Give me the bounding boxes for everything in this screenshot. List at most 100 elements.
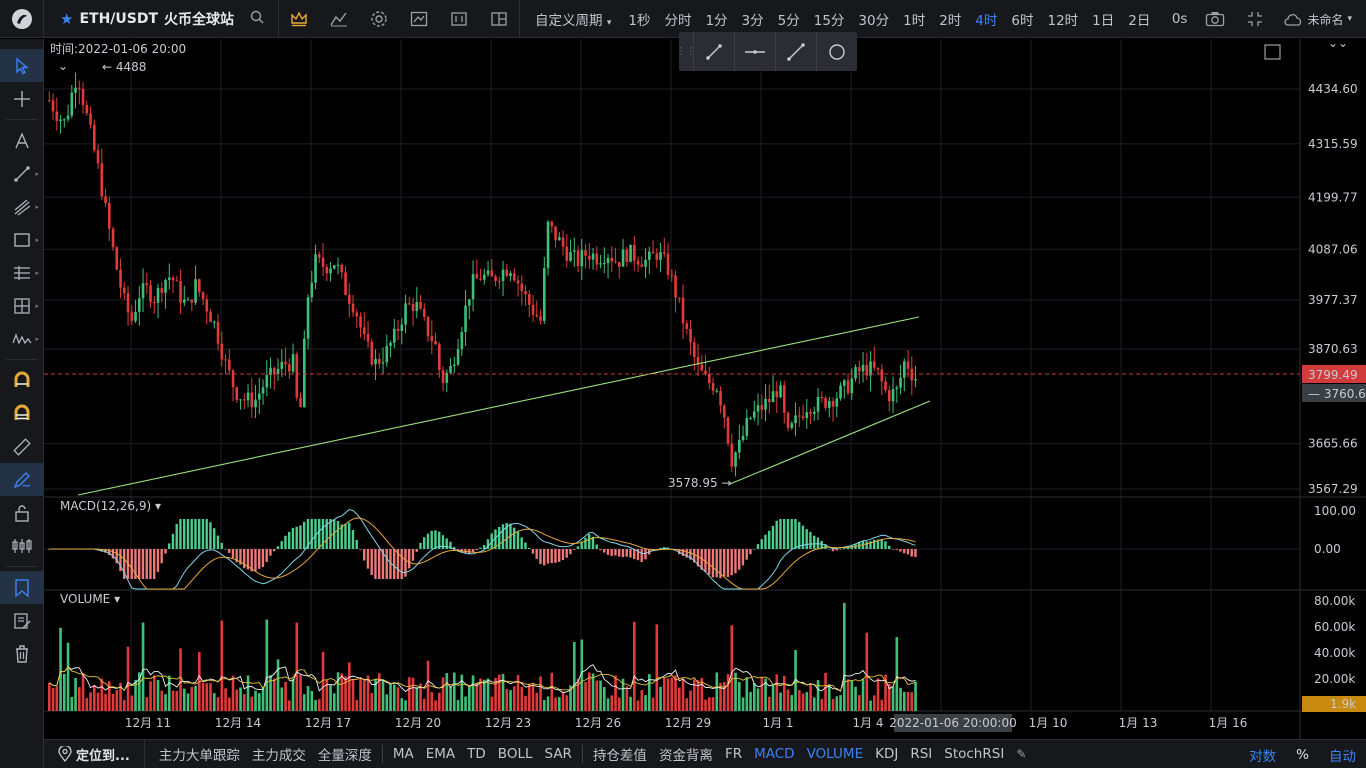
macd-bar xyxy=(869,541,872,549)
indicator-toggle[interactable]: StochRSI xyxy=(944,746,1005,762)
log-scale-toggle[interactable]: 对数 xyxy=(1249,748,1277,765)
fork-tool[interactable]: ▸ xyxy=(0,190,44,223)
delete-tool[interactable] xyxy=(0,637,44,670)
indicator-icon[interactable] xyxy=(319,0,359,38)
draw-hline-button[interactable] xyxy=(734,32,775,71)
candle-body xyxy=(599,263,602,265)
macd-bar xyxy=(168,543,171,549)
drag-handle[interactable]: ⋮⋮ xyxy=(676,46,696,57)
draw-ray-button[interactable] xyxy=(693,32,734,71)
text-tool[interactable] xyxy=(0,124,44,157)
indicator-toggle[interactable]: EMA xyxy=(425,746,456,762)
indicator-toggle[interactable]: 全量深度 xyxy=(317,748,372,764)
volume-bar xyxy=(828,684,831,711)
indicator-toggle[interactable]: BOLL xyxy=(497,746,533,762)
locate-button[interactable]: 定位到... xyxy=(44,739,145,768)
period-option[interactable]: 30分 xyxy=(858,12,890,29)
cloud-save[interactable]: 未命名 ▾ xyxy=(1275,11,1366,28)
chart-template-icon[interactable] xyxy=(399,0,439,38)
magnet-weak-tool[interactable] xyxy=(0,364,44,397)
candlestick-chart[interactable]: MACD(12,26,9) ▾ 100.00 0.00 VOLUME ▾ 80.00k… xyxy=(44,36,1366,739)
custom-period-dropdown[interactable]: 自定义周期 ▾ xyxy=(528,9,621,29)
candle-body xyxy=(78,87,81,89)
candle-body xyxy=(509,273,512,277)
period-option[interactable]: 1分 xyxy=(705,12,728,29)
percent-scale-toggle[interactable]: % xyxy=(1296,746,1309,763)
layout-icon[interactable] xyxy=(479,0,519,38)
magnet-strong-tool[interactable] xyxy=(0,397,44,430)
period-option[interactable]: 12时 xyxy=(1047,12,1079,29)
crown-icon[interactable] xyxy=(279,0,319,38)
candle-body xyxy=(820,396,824,398)
pencil-tool[interactable] xyxy=(0,463,44,496)
huobi-logo[interactable] xyxy=(0,0,44,38)
visibility-tool[interactable] xyxy=(0,529,44,562)
volume-bar xyxy=(674,675,677,711)
indicator-toggle[interactable]: MACD xyxy=(754,746,795,762)
period-option[interactable]: 2日 xyxy=(1128,12,1151,29)
indicator-toggle[interactable]: SAR xyxy=(544,746,572,762)
candle-body xyxy=(198,279,201,293)
trendline-tool[interactable]: ▸ xyxy=(0,157,44,190)
volume-bar xyxy=(861,678,865,711)
candle-body xyxy=(363,327,366,334)
candle-body xyxy=(303,338,306,408)
bookmark-tool[interactable] xyxy=(0,571,44,604)
crosshair-tool[interactable] xyxy=(0,82,44,115)
symbol-selector[interactable]: ★ ETH/USDT 火币全球站 xyxy=(44,0,278,38)
period-option[interactable]: 6时 xyxy=(1011,12,1034,29)
period-option[interactable]: 4时 xyxy=(975,12,998,29)
indicator-toggle[interactable]: KDJ xyxy=(875,746,899,762)
indicator-toggle[interactable]: TD xyxy=(467,746,486,762)
lock-tool[interactable] xyxy=(0,496,44,529)
volume-bar xyxy=(543,700,546,711)
volume-bar xyxy=(175,691,179,711)
period-option[interactable]: 15分 xyxy=(813,12,845,29)
draw-circle-button[interactable] xyxy=(816,32,857,71)
indicator-toggle[interactable]: RSI xyxy=(910,746,933,762)
fibonacci-tool[interactable]: ▸ xyxy=(0,256,44,289)
object-tree-tool[interactable] xyxy=(0,604,44,637)
indicator-toggle[interactable]: VOLUME xyxy=(806,746,864,762)
period-option[interactable]: 2时 xyxy=(939,12,962,29)
indicator-toggle[interactable]: 主力大单跟踪 xyxy=(158,748,240,764)
macd-bar xyxy=(749,549,752,555)
compare-icon[interactable] xyxy=(439,0,479,38)
volume-bar xyxy=(719,682,722,711)
volume-tick-label: 40.00k xyxy=(1314,646,1355,660)
edit-indicators-icon[interactable]: ✎ xyxy=(1016,747,1027,761)
fullscreen-icon[interactable] xyxy=(1235,0,1275,38)
period-option[interactable]: 1时 xyxy=(903,12,926,29)
ruler-tool[interactable] xyxy=(0,430,44,463)
indicator-toggle[interactable]: FR xyxy=(724,746,743,762)
indicator-toggle[interactable]: 主力成交 xyxy=(251,748,306,764)
period-option[interactable]: 3分 xyxy=(741,12,764,29)
indicator-toggle[interactable]: MA xyxy=(392,746,414,762)
rectangle-tool[interactable]: ▸ xyxy=(0,223,44,256)
candle-body xyxy=(873,361,876,368)
gann-tool[interactable]: ▸ xyxy=(0,289,44,322)
candle-body xyxy=(554,226,557,241)
chart-area[interactable]: MACD(12,26,9) ▾ 100.00 0.00 VOLUME ▾ 80.00k… xyxy=(44,36,1366,739)
settings-gear-icon[interactable] xyxy=(359,0,399,38)
period-option[interactable]: 分时 xyxy=(664,12,692,29)
macd-bar xyxy=(513,527,516,549)
period-option[interactable]: 5分 xyxy=(777,12,800,29)
macd-bar xyxy=(873,539,876,549)
search-icon[interactable] xyxy=(250,10,264,28)
indicator-toggle[interactable]: 持仓差值 xyxy=(592,748,647,764)
price-tick-label: 3665.66 xyxy=(1308,437,1358,451)
draw-segment-button[interactable] xyxy=(775,32,816,71)
period-option[interactable]: 1日 xyxy=(1092,12,1115,29)
candle-body xyxy=(914,379,917,381)
period-option[interactable]: 1秒 xyxy=(628,12,651,29)
macd-bar xyxy=(348,522,351,549)
camera-icon[interactable] xyxy=(1195,0,1235,38)
pattern-tool[interactable]: ▸ xyxy=(0,322,44,355)
indicator-toggle[interactable]: 资金背离 xyxy=(658,748,713,764)
volume-bar xyxy=(186,693,190,711)
cursor-arrow-tool[interactable] xyxy=(0,49,44,82)
favorite-star-icon[interactable]: ★ xyxy=(60,9,74,28)
candle-body xyxy=(359,316,362,328)
auto-scale-toggle[interactable]: 自动 xyxy=(1329,748,1356,765)
